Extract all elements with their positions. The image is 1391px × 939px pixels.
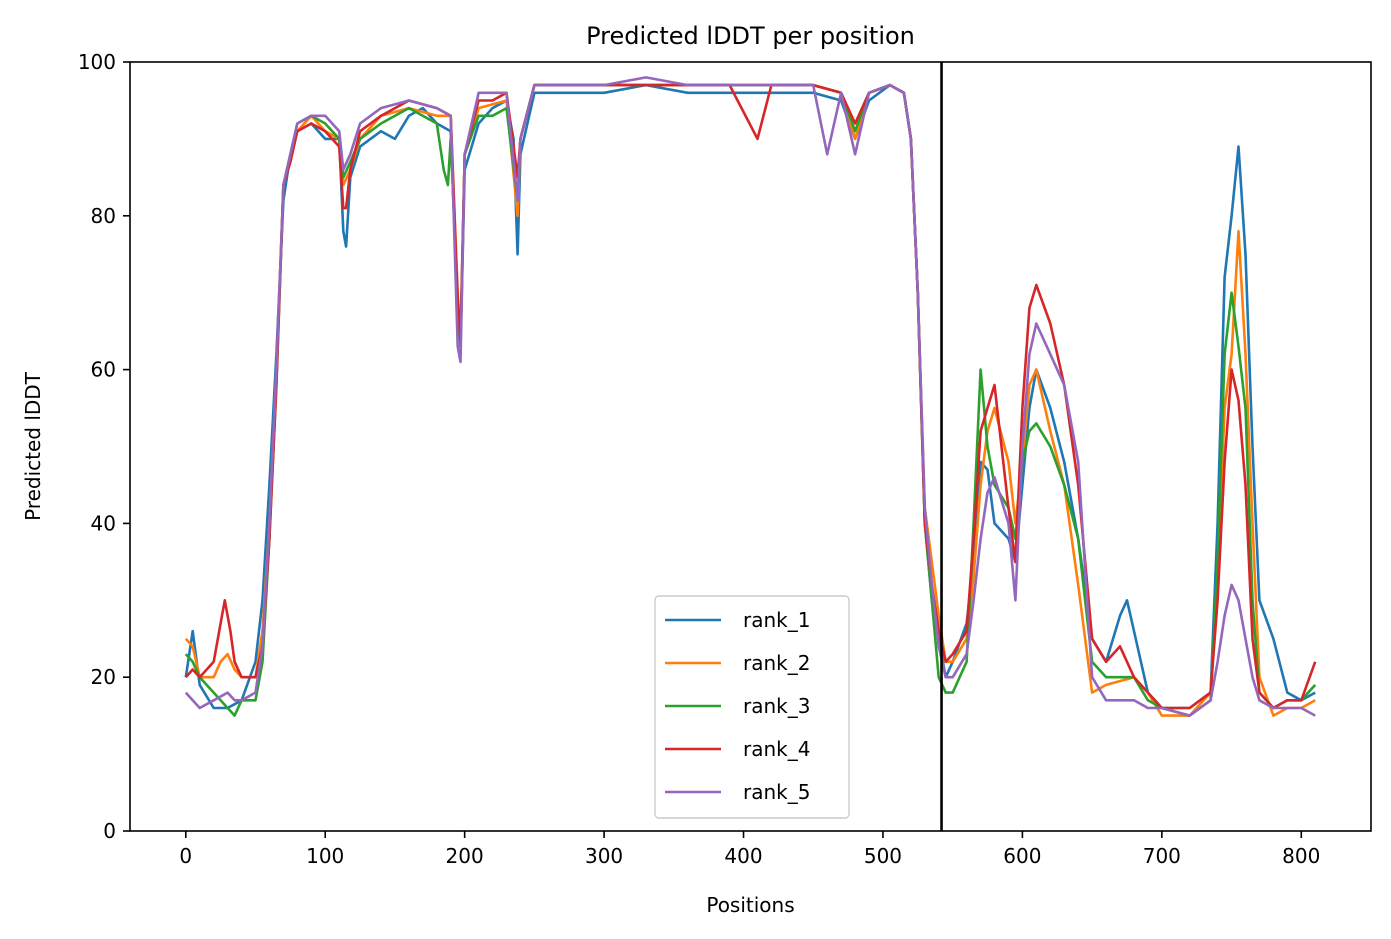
legend-label: rank_1 (743, 608, 810, 632)
x-tick-label: 0 (179, 844, 192, 868)
x-tick-label: 600 (1003, 844, 1041, 868)
y-tick-label: 0 (103, 819, 116, 843)
y-tick-label: 80 (91, 204, 116, 228)
x-tick-label: 100 (306, 844, 344, 868)
legend-label: rank_2 (743, 651, 810, 675)
y-tick-label: 100 (78, 50, 116, 74)
legend: rank_1 rank_2 rank_3 rank_4 rank_5 (654, 595, 850, 819)
y-tick-label: 40 (91, 511, 116, 535)
x-tick-label: 400 (724, 844, 762, 868)
series-line-rank-4 (184, 83, 1317, 710)
y-tick-label: 60 (91, 358, 116, 382)
y-axis: 0 20 40 60 80 100 (78, 50, 130, 843)
x-tick-label: 500 (864, 844, 902, 868)
x-tick-label: 700 (1143, 844, 1181, 868)
x-tick-label: 300 (585, 844, 623, 868)
y-axis-label: Predicted lDDT (21, 371, 45, 521)
x-tick-label: 200 (446, 844, 484, 868)
plot-area (129, 61, 1372, 832)
chart-title: Predicted lDDT per position (586, 22, 915, 50)
legend-label: rank_4 (743, 737, 810, 761)
x-axis: 0 100 200 300 400 500 600 700 800 (179, 831, 1320, 868)
legend-label: rank_3 (743, 694, 810, 718)
y-tick-label: 20 (91, 665, 116, 689)
x-axis-label: Positions (706, 893, 794, 917)
series-line-rank-5 (184, 76, 1316, 717)
plot-frame (129, 61, 1372, 832)
legend-label: rank_5 (743, 780, 810, 804)
x-tick-label: 800 (1282, 844, 1320, 868)
legend-box (654, 595, 850, 819)
